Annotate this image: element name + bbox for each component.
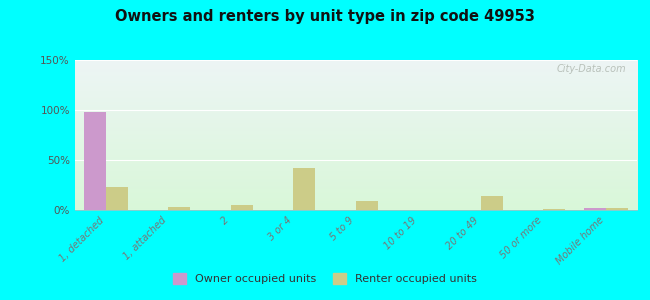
Bar (481, 196, 502, 210)
Bar (543, 209, 565, 210)
Bar (356, 201, 378, 210)
Bar (231, 205, 253, 210)
Bar (293, 168, 315, 210)
Legend: Owner occupied units, Renter occupied units: Owner occupied units, Renter occupied un… (168, 268, 482, 288)
Text: Owners and renters by unit type in zip code 49953: Owners and renters by unit type in zip c… (115, 9, 535, 24)
Bar (584, 208, 606, 210)
Bar (168, 207, 190, 210)
Bar (106, 187, 128, 210)
Bar (84, 112, 106, 210)
Bar (606, 208, 628, 210)
Text: City-Data.com: City-Data.com (556, 64, 626, 74)
